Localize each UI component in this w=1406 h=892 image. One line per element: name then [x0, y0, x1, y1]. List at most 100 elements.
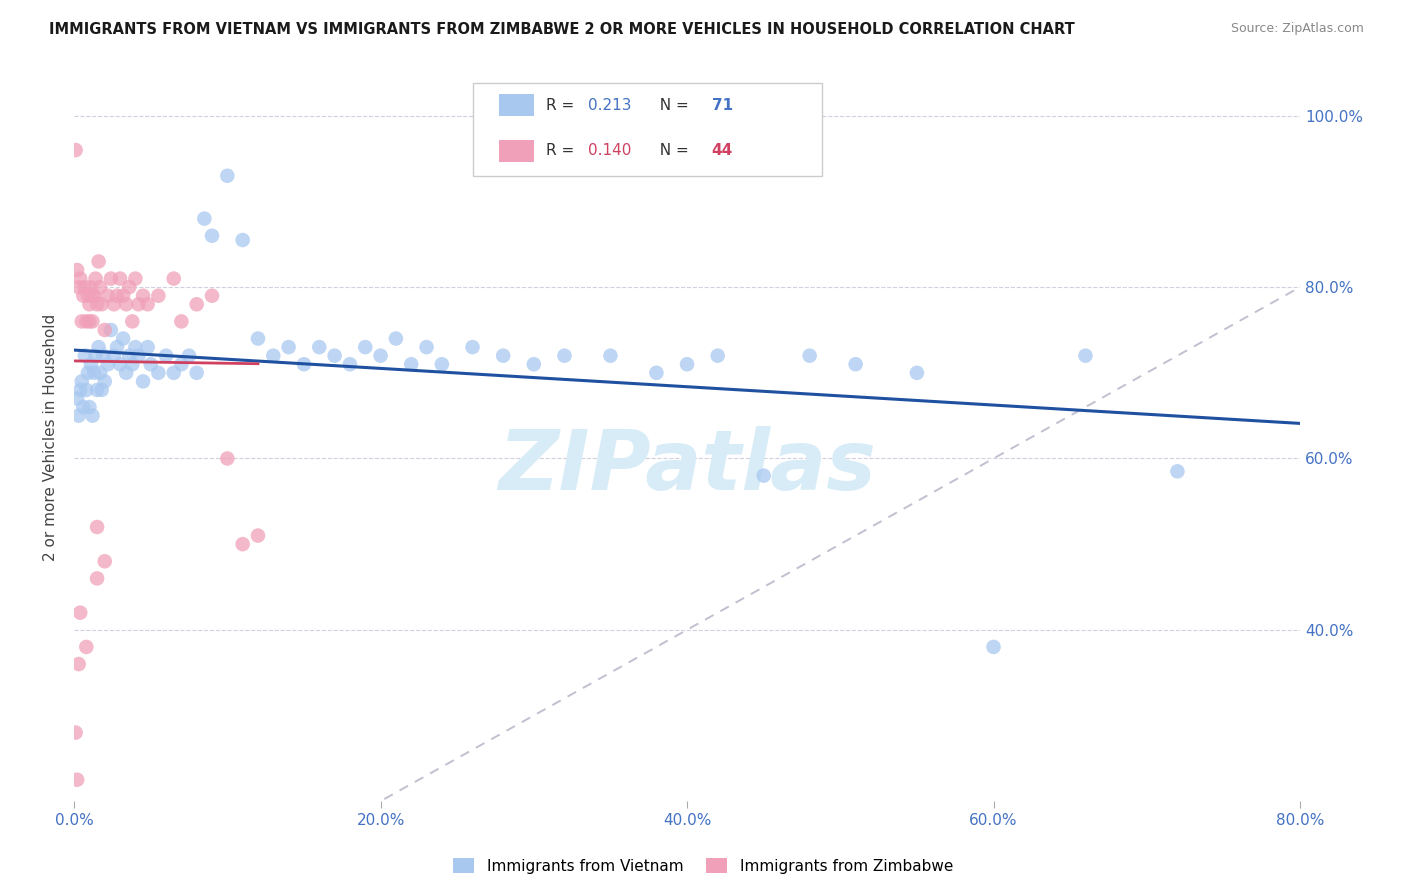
- Point: [132, 375, 155, 389]
- Text: Source: ZipAtlas.com: Source: ZipAtlas.com: [1230, 22, 1364, 36]
- Point: [72, 289, 94, 303]
- Point: [905, 366, 928, 380]
- Point: [201, 228, 224, 243]
- Point: [75, 640, 97, 654]
- Point: [193, 211, 215, 226]
- Point: [89, 366, 111, 380]
- Point: [752, 468, 775, 483]
- Point: [75, 383, 97, 397]
- Point: [67, 657, 90, 671]
- Point: [86, 297, 108, 311]
- Point: [1074, 349, 1097, 363]
- Point: [139, 357, 162, 371]
- Point: [100, 271, 122, 285]
- Point: [66, 772, 89, 787]
- Point: [69, 606, 91, 620]
- Point: [69, 271, 91, 285]
- Point: [108, 271, 131, 285]
- Point: [84, 349, 107, 363]
- Point: [66, 392, 89, 406]
- Point: [246, 332, 269, 346]
- FancyBboxPatch shape: [499, 94, 534, 116]
- Point: [186, 366, 208, 380]
- Point: [118, 349, 141, 363]
- Point: [103, 349, 125, 363]
- Point: [370, 349, 392, 363]
- Point: [599, 349, 621, 363]
- Point: [136, 297, 159, 311]
- Point: [170, 357, 193, 371]
- Point: [246, 528, 269, 542]
- Text: R =: R =: [546, 144, 579, 159]
- Point: [105, 289, 128, 303]
- Point: [645, 366, 668, 380]
- FancyBboxPatch shape: [499, 140, 534, 161]
- Point: [112, 289, 135, 303]
- Point: [983, 640, 1005, 654]
- Point: [89, 280, 111, 294]
- Point: [73, 349, 96, 363]
- Point: [163, 271, 186, 285]
- Point: [86, 571, 108, 585]
- Text: 44: 44: [711, 144, 733, 159]
- Point: [127, 349, 149, 363]
- Point: [108, 357, 131, 371]
- Point: [217, 451, 239, 466]
- Point: [93, 323, 115, 337]
- Point: [170, 314, 193, 328]
- Point: [84, 271, 107, 285]
- Point: [186, 297, 208, 311]
- Point: [127, 297, 149, 311]
- Point: [323, 349, 346, 363]
- Point: [90, 383, 112, 397]
- Text: 0.140: 0.140: [588, 144, 631, 159]
- Point: [155, 349, 177, 363]
- Point: [124, 340, 146, 354]
- Text: 0.213: 0.213: [588, 97, 631, 112]
- Point: [91, 349, 114, 363]
- Point: [148, 289, 170, 303]
- Point: [339, 357, 361, 371]
- Legend: Immigrants from Vietnam, Immigrants from Zimbabwe: Immigrants from Vietnam, Immigrants from…: [447, 852, 959, 880]
- Point: [232, 537, 254, 551]
- Point: [277, 340, 299, 354]
- Point: [79, 400, 101, 414]
- Point: [148, 366, 170, 380]
- Point: [75, 314, 97, 328]
- Point: [118, 280, 141, 294]
- Text: IMMIGRANTS FROM VIETNAM VS IMMIGRANTS FROM ZIMBABWE 2 OR MORE VEHICLES IN HOUSEH: IMMIGRANTS FROM VIETNAM VS IMMIGRANTS FR…: [49, 22, 1076, 37]
- Text: N =: N =: [651, 144, 695, 159]
- Point: [103, 297, 125, 311]
- Text: ZIPatlas: ZIPatlas: [498, 425, 876, 507]
- Point: [93, 375, 115, 389]
- Point: [121, 357, 143, 371]
- Point: [69, 383, 91, 397]
- Point: [77, 366, 100, 380]
- Y-axis label: 2 or more Vehicles in Household: 2 or more Vehicles in Household: [44, 313, 58, 561]
- Text: R =: R =: [546, 97, 579, 112]
- Point: [399, 357, 422, 371]
- Point: [553, 349, 575, 363]
- Point: [177, 349, 200, 363]
- Point: [67, 409, 90, 423]
- FancyBboxPatch shape: [472, 83, 823, 177]
- Point: [112, 332, 135, 346]
- Point: [82, 314, 104, 328]
- Point: [73, 280, 96, 294]
- Point: [115, 366, 138, 380]
- Point: [93, 554, 115, 568]
- Point: [354, 340, 377, 354]
- Text: N =: N =: [651, 97, 695, 112]
- Point: [523, 357, 546, 371]
- Point: [124, 271, 146, 285]
- Text: 71: 71: [711, 97, 733, 112]
- Point: [87, 254, 110, 268]
- Point: [100, 323, 122, 337]
- Point: [799, 349, 821, 363]
- Point: [415, 340, 437, 354]
- Point: [430, 357, 453, 371]
- Point: [83, 366, 105, 380]
- Point: [201, 289, 224, 303]
- Point: [77, 289, 100, 303]
- Point: [105, 340, 128, 354]
